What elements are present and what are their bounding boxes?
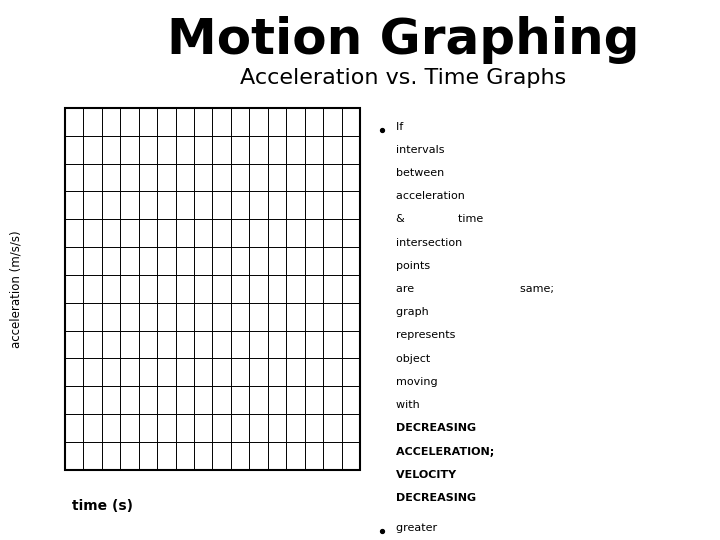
Text: &: & [396,214,408,225]
Text: intervals: intervals [396,145,448,155]
Text: acceleration (m/s/s): acceleration (m/s/s) [9,230,22,348]
Text: time: time [458,214,487,225]
Text: Motion Graphing: Motion Graphing [167,16,639,64]
Text: VELOCITY: VELOCITY [396,470,460,480]
Text: between: between [396,168,448,178]
Bar [65,108,360,470]
Text: with: with [396,400,423,410]
Text: intersection: intersection [396,238,466,248]
Text: ACCELERATION;: ACCELERATION; [396,447,498,457]
Text: DECREASING: DECREASING [396,423,480,434]
Text: object: object [396,354,433,364]
Text: are: are [396,284,418,294]
Text: Acceleration vs. Time Graphs: Acceleration vs. Time Graphs [240,68,567,87]
Text: represents: represents [396,330,459,341]
Text: DECREASING: DECREASING [396,493,476,503]
Text: acceleration: acceleration [396,191,469,201]
Text: If: If [396,122,407,132]
Text: moving: moving [396,377,441,387]
Text: time (s): time (s) [72,500,133,514]
Text: graph: graph [396,307,432,318]
Text: points: points [396,261,433,271]
Text: greater: greater [396,523,441,533]
Text: same;: same; [521,284,558,294]
